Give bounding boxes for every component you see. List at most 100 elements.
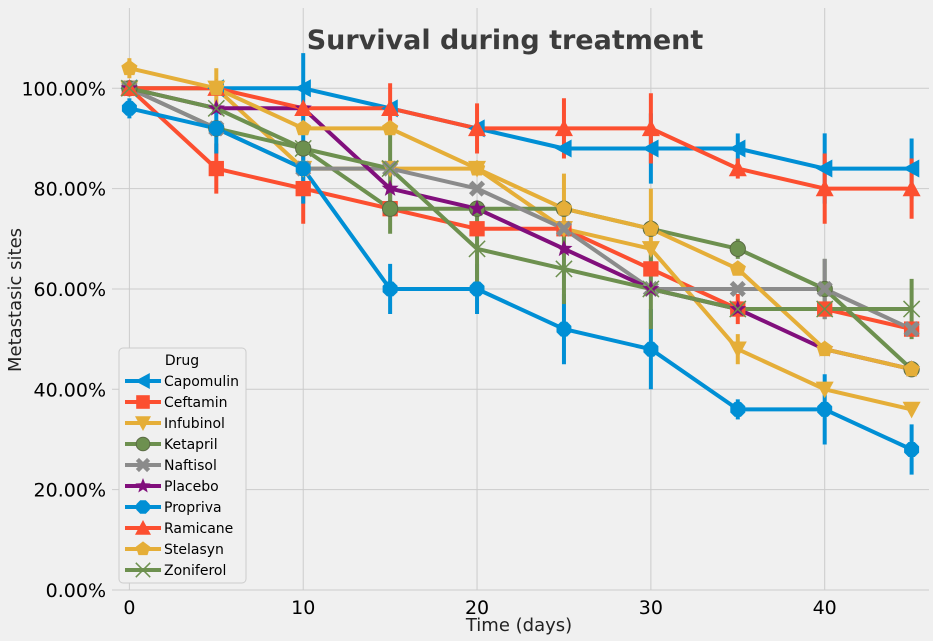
data-point-capomulin bbox=[815, 159, 833, 178]
data-point-propriva bbox=[208, 120, 224, 136]
legend-marker-ramicane bbox=[135, 520, 151, 535]
legend-marker-infubinol bbox=[135, 416, 151, 431]
legend-label-propriva: Propriva bbox=[164, 500, 222, 516]
x-axis-label: Time (days) bbox=[465, 615, 572, 636]
data-point-propriva bbox=[469, 281, 485, 297]
data-point-stelasyn bbox=[295, 119, 312, 136]
data-point-infubinol bbox=[902, 401, 921, 419]
data-point-ramicane bbox=[468, 119, 487, 137]
y-tick-label: 60.00% bbox=[34, 279, 106, 301]
data-point-ketapril bbox=[381, 200, 399, 217]
data-point-propriva bbox=[643, 341, 659, 357]
data-point-propriva bbox=[817, 401, 833, 417]
data-point-naftisol bbox=[555, 220, 573, 237]
y-tick-label: 40.00% bbox=[34, 379, 106, 401]
data-point-infubinol bbox=[728, 341, 747, 359]
x-tick-labels: 0 10 20 30 40 bbox=[123, 597, 836, 619]
legend-marker-ceftamin bbox=[136, 395, 150, 409]
legend-label-placebo: Placebo bbox=[164, 479, 219, 495]
legend-marker-ketapril bbox=[135, 436, 151, 452]
data-point-capomulin bbox=[902, 159, 920, 178]
data-point-capomulin bbox=[728, 139, 746, 158]
data-point-placebo bbox=[381, 179, 399, 196]
data-point-ceftamin bbox=[208, 160, 224, 177]
data-point-ramicane bbox=[815, 179, 834, 197]
x-tick-label: 40 bbox=[813, 597, 837, 619]
data-point-stelasyn bbox=[121, 59, 138, 76]
data-point-zoniferol bbox=[381, 159, 399, 178]
chart-title: Survival during treatment bbox=[307, 25, 704, 56]
y-tick-label: 20.00% bbox=[34, 480, 106, 502]
data-point-ramicane bbox=[381, 99, 400, 116]
data-point-stelasyn bbox=[816, 340, 833, 357]
series-lines bbox=[128, 66, 913, 452]
data-point-naftisol bbox=[816, 280, 833, 298]
legend-box bbox=[118, 347, 247, 584]
data-point-infubinol bbox=[815, 381, 834, 399]
data-point-stelasyn bbox=[555, 200, 573, 216]
data-point-zoniferol bbox=[294, 139, 312, 158]
data-point-propriva bbox=[382, 281, 398, 297]
data-point-zoniferol bbox=[816, 300, 834, 318]
legend-label-ceftamin: Ceftamin bbox=[164, 395, 228, 411]
x-tick-label: 30 bbox=[639, 597, 663, 619]
data-point-naftisol bbox=[903, 321, 920, 338]
data-point-ramicane bbox=[294, 99, 313, 116]
y-tick-label: 100.00% bbox=[21, 78, 106, 100]
data-point-stelasyn bbox=[642, 220, 659, 236]
y-tick-label: 0.00% bbox=[46, 580, 106, 602]
legend-items: Capomulin Ceftamin Infubinol Ketapril Naftis… bbox=[125, 373, 239, 579]
data-point-stelasyn bbox=[208, 79, 225, 96]
data-point-ceftamin bbox=[643, 261, 659, 277]
data-point-placebo bbox=[468, 199, 486, 216]
legend-label-ramicane: Ramicane bbox=[164, 521, 233, 537]
data-point-ramicane bbox=[902, 179, 921, 197]
data-point-stelasyn bbox=[729, 260, 746, 276]
legend-marker-capomulin bbox=[135, 373, 150, 389]
legend-title: Drug bbox=[165, 353, 199, 369]
x-tick-label: 0 bbox=[123, 597, 135, 619]
series-line-capomulin bbox=[129, 86, 912, 171]
data-point-infubinol bbox=[641, 241, 660, 258]
y-axis-label: Metastasic sites bbox=[5, 228, 26, 372]
x-tick-label: 10 bbox=[291, 597, 315, 619]
legend-label-stelasyn: Stelasyn bbox=[164, 542, 224, 558]
series-line-zoniferol bbox=[128, 86, 912, 311]
series-line-ramicane bbox=[129, 86, 912, 191]
data-point-capomulin bbox=[294, 79, 311, 98]
series-line-propriva bbox=[128, 106, 913, 452]
legend-marker-zoniferol bbox=[135, 562, 151, 578]
series-line-stelasyn bbox=[128, 66, 913, 372]
data-point-propriva bbox=[556, 321, 572, 337]
data-point-capomulin bbox=[554, 139, 572, 158]
data-point-zoniferol bbox=[642, 280, 660, 298]
legend-label-capomulin: Capomulin bbox=[164, 374, 239, 390]
legend-marker-placebo bbox=[135, 478, 151, 493]
data-point-capomulin bbox=[641, 139, 659, 158]
legend-marker-propriva bbox=[136, 500, 150, 514]
legend: Drug Capomulin Ceftamin Infubinol Ketapril N… bbox=[118, 347, 247, 584]
data-point-zoniferol bbox=[902, 300, 921, 318]
data-point-zoniferol bbox=[729, 300, 747, 318]
data-point-ramicane bbox=[554, 119, 573, 137]
data-point-stelasyn bbox=[468, 160, 486, 176]
data-point-ramicane bbox=[728, 159, 747, 177]
x-tick-label: 20 bbox=[465, 597, 489, 619]
data-point-ceftamin bbox=[469, 221, 485, 237]
legend-label-ketapril: Ketapril bbox=[164, 437, 218, 453]
series-markers bbox=[120, 59, 921, 457]
y-tick-labels: 0.00% 20.00% 40.00% 60.00% 80.00% 100.00% bbox=[21, 78, 106, 602]
data-point-naftisol bbox=[468, 180, 486, 197]
legend-label-infubinol: Infubinol bbox=[164, 416, 225, 432]
data-point-stelasyn bbox=[382, 119, 399, 136]
data-point-stelasyn bbox=[903, 360, 920, 377]
data-point-zoniferol bbox=[468, 240, 486, 258]
data-point-propriva bbox=[121, 100, 137, 116]
data-point-zoniferol bbox=[555, 260, 573, 278]
legend-label-naftisol: Naftisol bbox=[164, 458, 217, 474]
data-point-propriva bbox=[904, 442, 920, 457]
data-point-zoniferol bbox=[207, 99, 225, 117]
legend-marker-stelasyn bbox=[135, 541, 151, 556]
data-point-ceftamin bbox=[295, 180, 311, 197]
